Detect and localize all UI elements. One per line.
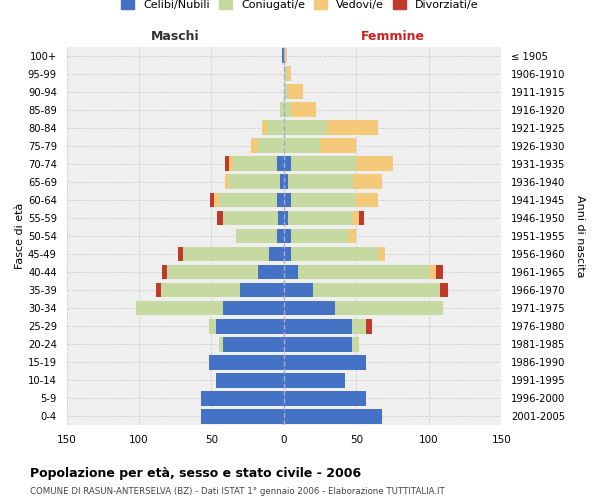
Bar (291, 156, 356, 171)
Bar (349, 228, 356, 244)
Bar (269, 246, 284, 262)
Text: Popolazione per età, sesso e stato civile - 2006: Popolazione per età, sesso e stato civil… (30, 468, 361, 480)
Text: Femmine: Femmine (361, 30, 425, 43)
Bar (284, 282, 313, 298)
Bar (284, 228, 291, 244)
Bar (313, 282, 440, 298)
Bar (209, 318, 216, 334)
Bar (288, 84, 303, 99)
Bar (178, 246, 182, 262)
Bar (356, 156, 392, 171)
Bar (284, 337, 352, 351)
Bar (429, 264, 436, 280)
Bar (233, 156, 277, 171)
Bar (284, 84, 288, 99)
Bar (161, 282, 241, 298)
Bar (356, 192, 378, 208)
Bar (216, 318, 284, 334)
Bar (157, 282, 161, 298)
Bar (284, 373, 345, 388)
Bar (277, 156, 284, 171)
Bar (284, 156, 291, 171)
Bar (258, 264, 284, 280)
Bar (436, 264, 443, 280)
Bar (219, 192, 277, 208)
Text: Maschi: Maschi (151, 30, 200, 43)
Bar (162, 264, 167, 280)
Bar (229, 174, 280, 190)
Bar (224, 156, 229, 171)
Bar (241, 282, 284, 298)
Legend: Celibi/Nubili, Coniugati/e, Vedovi/e, Divorziati/e: Celibi/Nubili, Coniugati/e, Vedovi/e, Di… (117, 0, 483, 15)
Bar (291, 192, 356, 208)
Bar (284, 210, 288, 226)
Bar (284, 318, 352, 334)
Bar (284, 102, 291, 117)
Bar (359, 210, 364, 226)
Bar (291, 228, 349, 244)
Bar (367, 318, 372, 334)
Bar (262, 120, 266, 135)
Bar (284, 66, 287, 81)
Bar (378, 246, 385, 262)
Bar (236, 228, 277, 244)
Bar (209, 355, 284, 370)
Bar (287, 66, 291, 81)
Bar (266, 120, 284, 135)
Bar (284, 138, 320, 153)
Bar (284, 174, 288, 190)
Bar (291, 246, 378, 262)
Text: COMUNE DI RASUN-ANTERSELVA (BZ) - Dati ISTAT 1° gennaio 2006 - Elaborazione TUTT: COMUNE DI RASUN-ANTERSELVA (BZ) - Dati I… (30, 487, 445, 496)
Bar (277, 228, 284, 244)
Bar (223, 300, 284, 316)
Bar (284, 391, 367, 406)
Y-axis label: Anni di nascita: Anni di nascita (575, 194, 585, 277)
Bar (216, 373, 284, 388)
Bar (219, 337, 223, 351)
Bar (277, 192, 284, 208)
Bar (229, 156, 233, 171)
Bar (284, 246, 291, 262)
Bar (202, 409, 284, 424)
Bar (298, 264, 429, 280)
Bar (280, 102, 284, 117)
Bar (280, 174, 284, 190)
Bar (353, 174, 382, 190)
Bar (288, 210, 352, 226)
Bar (217, 210, 223, 226)
Bar (352, 210, 359, 226)
Bar (210, 192, 214, 208)
Bar (284, 48, 287, 63)
Bar (440, 282, 448, 298)
Bar (224, 174, 229, 190)
Bar (284, 355, 367, 370)
Bar (284, 300, 335, 316)
Bar (284, 120, 328, 135)
Bar (251, 138, 258, 153)
Bar (320, 138, 356, 153)
Bar (214, 192, 219, 208)
Bar (352, 318, 367, 334)
Bar (291, 102, 316, 117)
Bar (278, 210, 284, 226)
Bar (202, 391, 284, 406)
Bar (136, 300, 223, 316)
Bar (223, 210, 278, 226)
Bar (284, 264, 298, 280)
Bar (258, 138, 284, 153)
Y-axis label: Fasce di età: Fasce di età (15, 203, 25, 269)
Bar (335, 300, 443, 316)
Bar (284, 192, 291, 208)
Bar (182, 246, 269, 262)
Bar (167, 264, 258, 280)
Bar (328, 120, 378, 135)
Bar (288, 174, 353, 190)
Bar (223, 337, 284, 351)
Bar (283, 48, 284, 63)
Bar (352, 337, 359, 351)
Bar (284, 409, 382, 424)
